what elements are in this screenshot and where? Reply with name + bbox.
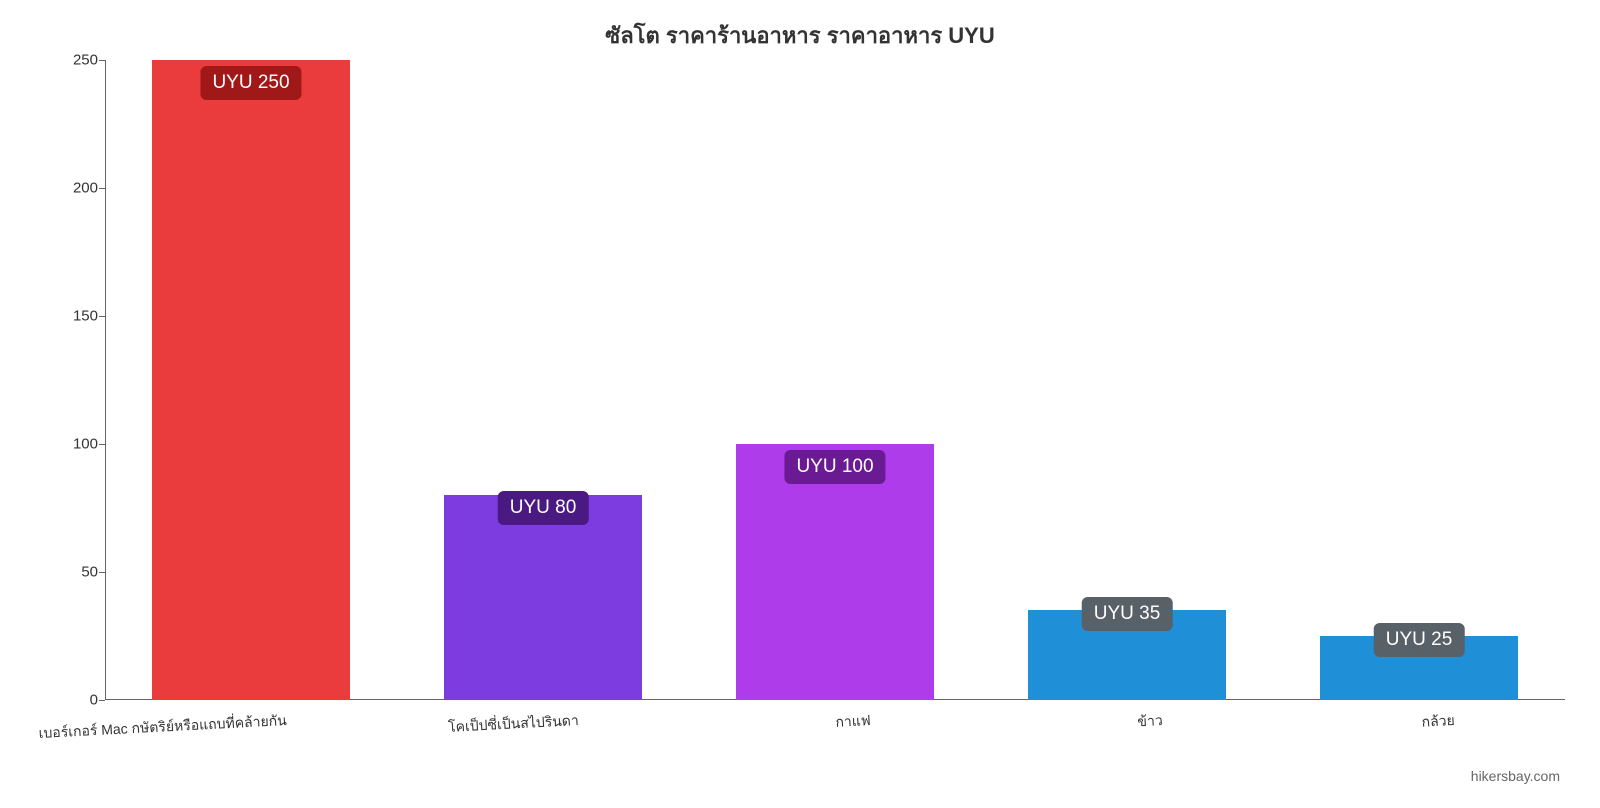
ytick-label: 0: [8, 692, 98, 709]
value-badge: UYU 250: [200, 66, 301, 100]
value-badge: UYU 80: [498, 491, 589, 525]
ytick-mark: [99, 60, 105, 61]
attribution-text: hikersbay.com: [0, 768, 1560, 784]
value-badge: UYU 35: [1082, 597, 1173, 631]
ytick-mark: [99, 572, 105, 573]
value-badge: UYU 100: [784, 450, 885, 484]
ytick-label: 150: [8, 308, 98, 325]
ytick-mark: [99, 444, 105, 445]
chart-title: ซัลโต ราคาร้านอาหาร ราคาอาหาร UYU: [0, 18, 1600, 53]
plot-area: UYU 250 UYU 80 UYU 100 UYU 35 UYU 25: [105, 60, 1565, 700]
ytick-mark: [99, 316, 105, 317]
bar: [444, 495, 643, 700]
ytick-label: 250: [8, 52, 98, 69]
ytick-label: 100: [8, 436, 98, 453]
ytick-mark: [99, 188, 105, 189]
ytick-mark: [99, 700, 105, 701]
value-badge: UYU 25: [1374, 623, 1465, 657]
price-chart: ซัลโต ราคาร้านอาหาร ราคาอาหาร UYU UYU 25…: [0, 0, 1600, 800]
ytick-label: 200: [8, 180, 98, 197]
ytick-label: 50: [8, 564, 98, 581]
bar: [152, 60, 351, 700]
